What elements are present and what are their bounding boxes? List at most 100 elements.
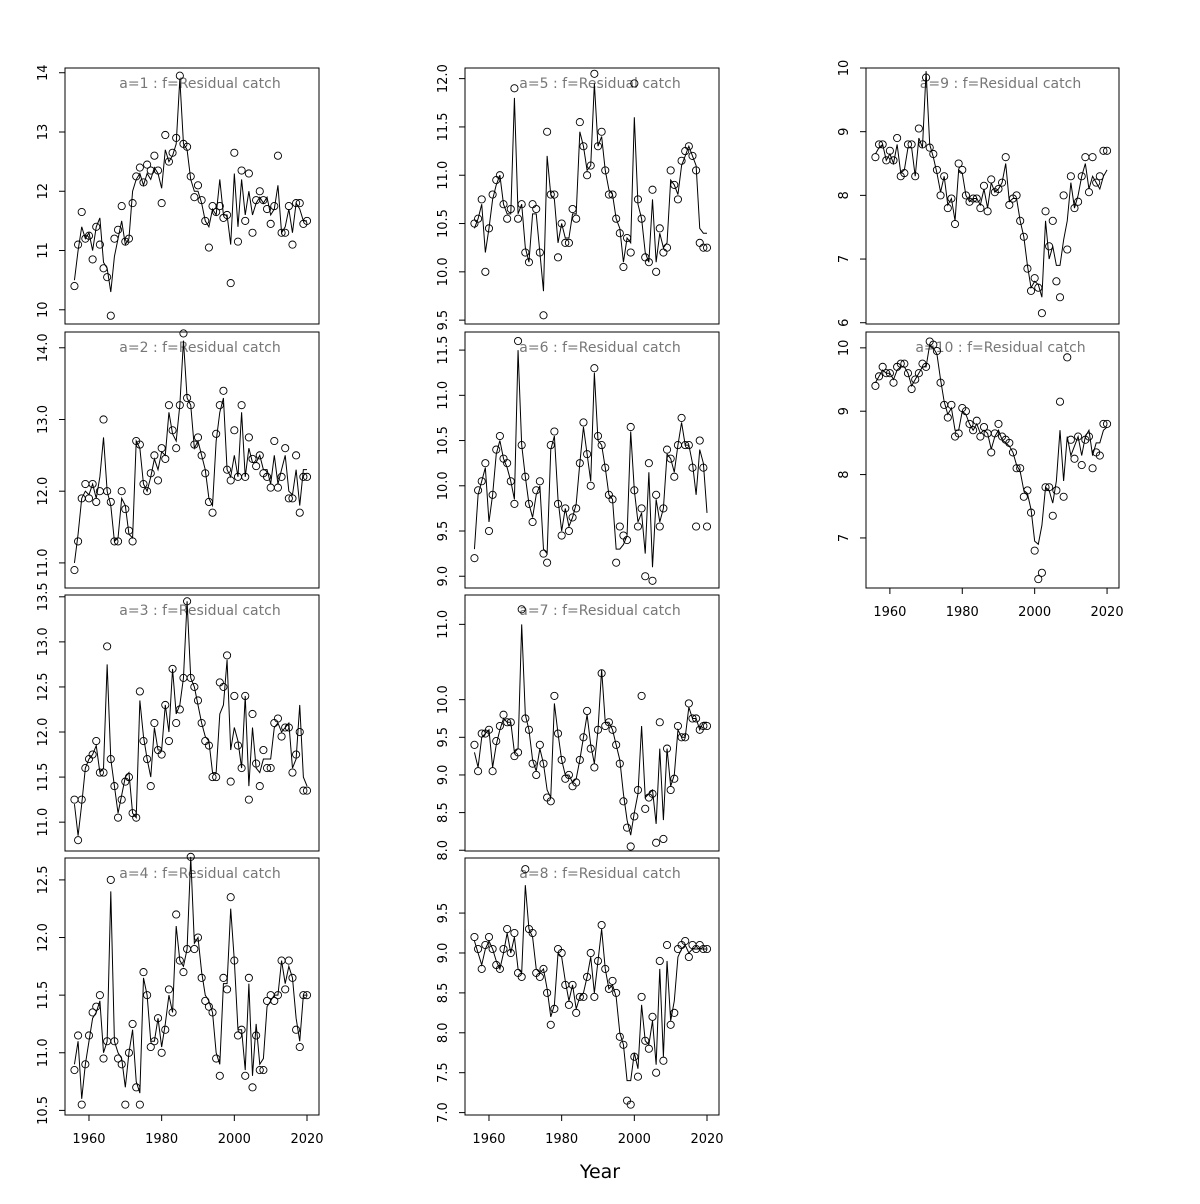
data-point	[630, 1052, 639, 1061]
data-point	[648, 576, 657, 585]
y-tick-label: 9	[837, 128, 852, 136]
data-point	[936, 191, 945, 200]
fit-line	[874, 71, 1108, 298]
data-point	[117, 487, 126, 496]
data-point	[74, 1031, 83, 1040]
data-point	[103, 642, 112, 651]
data-point	[161, 700, 170, 710]
fit-line	[473, 624, 708, 836]
data-point	[488, 944, 497, 954]
panel-title: a=7 : f=Residual catch	[519, 603, 680, 619]
data-point	[208, 508, 217, 517]
data-point	[1012, 191, 1021, 200]
data-point	[593, 431, 603, 441]
data-point	[219, 973, 228, 982]
data-point	[535, 248, 544, 257]
panel-title: a=10 : f=Residual catch	[915, 340, 1085, 356]
y-tick-label: 9.0	[436, 566, 451, 587]
data-point	[150, 718, 159, 728]
data-point	[92, 1002, 101, 1011]
y-tick-label: 10.0	[436, 471, 451, 500]
data-point	[135, 163, 144, 172]
data-point	[212, 773, 221, 782]
data-point	[226, 476, 235, 485]
data-point	[499, 710, 508, 719]
data-point	[255, 451, 264, 460]
data-point	[1023, 264, 1032, 273]
data-point	[281, 444, 290, 453]
data-point	[193, 696, 203, 705]
data-point	[164, 736, 173, 746]
data-point	[281, 723, 290, 732]
data-point	[1041, 207, 1050, 216]
y-tick-label: 12.0	[36, 923, 51, 952]
data-point	[1088, 153, 1097, 162]
data-point	[266, 219, 275, 228]
data-point	[223, 651, 232, 660]
y-tick-label: 9.5	[436, 521, 451, 542]
data-point	[1059, 191, 1068, 200]
data-point	[495, 721, 504, 731]
data-point	[470, 219, 479, 228]
data-point	[543, 558, 552, 567]
data-point	[648, 789, 657, 798]
data-point	[604, 718, 613, 727]
data-point	[528, 200, 537, 209]
data-point	[114, 537, 123, 546]
data-point	[106, 311, 115, 320]
data-point	[270, 996, 279, 1005]
data-point	[70, 282, 79, 291]
panel-frame	[64, 331, 320, 589]
data-point	[684, 699, 693, 708]
data-point	[947, 194, 956, 203]
data-point	[579, 733, 588, 742]
data-point	[168, 148, 177, 157]
data-point	[88, 479, 97, 489]
data-point	[470, 554, 479, 563]
data-point	[684, 441, 693, 450]
data-point	[652, 1068, 661, 1077]
panel-title: a=2 : f=Residual catch	[119, 340, 280, 356]
data-point	[186, 401, 195, 410]
data-point	[495, 964, 504, 973]
data-point	[1030, 546, 1039, 555]
data-point	[262, 472, 272, 481]
y-tick-label: 10	[837, 60, 852, 77]
data-point	[103, 487, 112, 496]
data-point	[659, 504, 668, 513]
data-point	[153, 166, 163, 175]
data-point	[117, 202, 126, 211]
data-point	[1008, 448, 1017, 457]
panel-frame	[64, 594, 320, 852]
data-point	[81, 1060, 90, 1069]
data-point	[659, 248, 668, 257]
data-point	[702, 721, 712, 731]
data-point	[572, 1008, 581, 1017]
data-point	[575, 755, 584, 764]
panel-title: a=1 : f=Residual catch	[119, 76, 280, 92]
data-point	[918, 140, 927, 149]
y-tick-label: 12.0	[436, 64, 451, 93]
data-point	[637, 691, 646, 700]
data-point	[885, 146, 894, 155]
data-point	[1081, 153, 1090, 162]
data-point	[70, 566, 79, 575]
data-point	[637, 992, 646, 1001]
data-point	[95, 240, 104, 249]
data-point	[630, 79, 639, 88]
data-point	[699, 463, 708, 472]
data-point	[204, 243, 213, 252]
data-point	[514, 214, 523, 223]
y-tick-label: 12.5	[36, 672, 51, 701]
data-point	[543, 988, 552, 997]
data-point	[535, 477, 544, 486]
data-point	[241, 691, 250, 701]
data-point	[590, 763, 599, 772]
data-point	[626, 842, 635, 851]
data-point	[295, 199, 304, 208]
data-point	[590, 992, 599, 1001]
data-point	[702, 944, 712, 954]
data-point	[673, 721, 682, 731]
data-point	[99, 415, 108, 424]
data-point	[292, 451, 301, 460]
